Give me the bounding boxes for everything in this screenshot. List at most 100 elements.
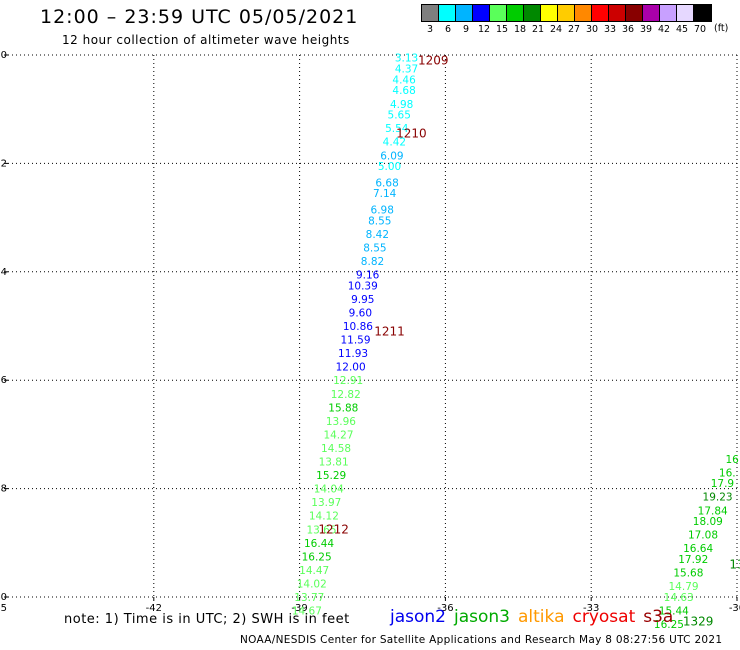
wave-height-label: 14.27 (323, 429, 353, 441)
legend-swatch (677, 5, 694, 21)
satellite-label: cryosat (572, 607, 636, 627)
legend-swatch (575, 5, 592, 21)
legend-swatch (541, 5, 558, 21)
satellite-legend: jason2 jason3 altika cryosat s3a (390, 607, 681, 627)
wave-height-label: 3.13 (395, 53, 418, 65)
color-legend: 3 6 9 12 15 18 21 24 27 30 33 36 39 42 45 70 (ft) (421, 4, 728, 35)
wave-height-label: 10.86 (343, 321, 373, 333)
wave-height-label: 15.88 (328, 402, 358, 414)
legend-label: 18 (513, 24, 527, 35)
legend-label: 6 (444, 24, 452, 35)
legend-swatch (626, 5, 643, 21)
footer-credit: NOAA/NESDIS Center for Satellite Applica… (240, 634, 723, 646)
legend-label: 21 (531, 24, 545, 35)
lat-tick-label: -36 (0, 375, 7, 386)
legend-swatch (490, 5, 507, 21)
corner-label: -45 (0, 603, 7, 614)
wave-height-label: 12.82 (331, 389, 361, 401)
wave-height-label: 14.67 (292, 606, 322, 618)
legend-swatch (473, 5, 490, 21)
wave-height-label: 12.00 (336, 362, 366, 374)
wave-height-label: 16.44 (304, 538, 334, 550)
legend-label: 9 (462, 24, 470, 35)
wave-height-label: 16.25 (302, 551, 332, 563)
wave-height-label: 14.02 (297, 578, 327, 590)
wave-height-label: 6.68 (375, 177, 398, 189)
wave-height-label: 16. (719, 467, 736, 479)
legend-swatch (507, 5, 524, 21)
wave-height-label: 4.46 (392, 74, 416, 86)
wave-height-label: 4.68 (392, 85, 415, 97)
wave-height-label: 13.96 (326, 416, 356, 428)
wave-height-label: 11.59 (340, 335, 370, 347)
satellite-label: altika (518, 607, 565, 627)
legend-swatch (609, 5, 626, 21)
legend-label: 12 (477, 24, 491, 35)
wave-height-label: 14.47 (299, 565, 329, 577)
lon-tick-label: -39 (291, 603, 307, 614)
lon-tick-label: -33 (583, 603, 599, 614)
legend-label: 42 (657, 24, 671, 35)
wave-height-label: 17.92 (678, 554, 708, 566)
wave-height-label: 5.54 (385, 123, 409, 135)
legend-swatch (660, 5, 677, 21)
wave-height-label: 4.98 (390, 99, 413, 111)
wave-height-label: 14.12 (309, 511, 339, 523)
satellite-label: jason2 (390, 607, 446, 627)
wave-height-label: 14.58 (321, 443, 351, 455)
wave-height-label: 6.09 (380, 150, 403, 162)
wave-height-label: 4.37 (395, 64, 418, 76)
satellite-label: s3a (643, 607, 674, 627)
wave-height-label: 5.65 (388, 110, 411, 122)
legend-label: 70 (693, 24, 707, 35)
legend-unit: (ft) (714, 23, 729, 34)
wave-height-label: 17.9 (711, 478, 734, 490)
wave-height-label: 16 (725, 454, 739, 466)
satellite-label: jason3 (454, 607, 510, 627)
wave-height-label: 8.55 (368, 215, 391, 227)
footer-note: note: 1) Time is in UTC; 2) SWH is in fe… (64, 612, 350, 627)
wave-height-label: 18.09 (693, 516, 723, 528)
wave-height-label: 14.63 (664, 592, 694, 604)
time-label: 1212 (318, 522, 349, 536)
lat-tick-label: -32 (0, 158, 7, 169)
wave-height-label: 9.95 (351, 294, 374, 306)
legend-labels: 3 6 9 12 15 18 21 24 27 30 33 36 39 42 45 70 (421, 24, 712, 35)
legend-swatch (456, 5, 473, 21)
legend-label: 30 (585, 24, 599, 35)
wave-height-label: 12.91 (333, 375, 363, 387)
legend-label: 15 (495, 24, 509, 35)
wave-height-label: 13.81 (319, 457, 349, 469)
wave-height-label: 13.65 (306, 524, 336, 536)
legend-swatches (421, 4, 712, 22)
legend-label: 45 (675, 24, 689, 35)
legend-swatch (524, 5, 541, 21)
wave-height-label: 8.55 (363, 242, 386, 254)
legend-label: 24 (549, 24, 563, 35)
wave-height-label: 8.82 (361, 256, 384, 268)
lon-tick-label: -36 (437, 603, 453, 614)
legend-swatch (558, 5, 575, 21)
time-label: 13 (729, 557, 740, 571)
lon-tick-label: -30 (729, 603, 740, 614)
wave-height-label: 15.68 (673, 568, 703, 580)
page-subtitle: 12 hour collection of altimeter wave hei… (62, 33, 350, 47)
wave-height-label: 14.04 (314, 484, 344, 496)
time-label: 1210 (396, 127, 427, 141)
legend-label: 33 (603, 24, 617, 35)
legend-swatch (643, 5, 660, 21)
lat-tick-label: -40 (0, 592, 7, 603)
time-label: 1329 (683, 614, 714, 628)
legend-label: 3 (426, 24, 434, 35)
lon-tick-label: -42 (146, 603, 162, 614)
wave-height-label: 9.60 (349, 307, 372, 319)
wave-height-label: 15.29 (316, 470, 346, 482)
wave-height-label: 13.77 (294, 592, 324, 604)
wave-height-label: 7.14 (373, 188, 397, 200)
legend-label: 27 (567, 24, 581, 35)
wave-height-label: 19.23 (703, 492, 733, 504)
time-label: 1209 (418, 53, 449, 67)
lat-tick-label: -38 (0, 484, 7, 495)
wave-height-label: 10.39 (348, 280, 378, 292)
